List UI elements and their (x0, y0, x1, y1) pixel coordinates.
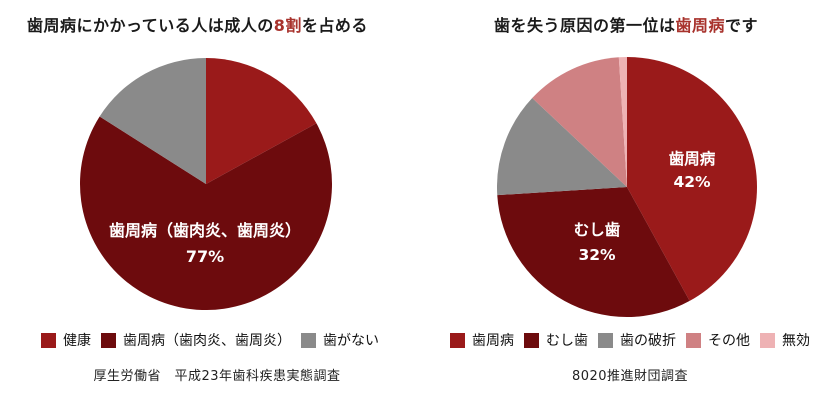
pie-data-label-line: 77% (185, 247, 225, 266)
legend-swatch-icon (101, 332, 116, 348)
legend-swatch-icon (41, 332, 56, 348)
legend-swatch-icon (760, 332, 775, 348)
legend: 歯周病 むし歯 歯の破折 その他 無効 (420, 330, 840, 350)
legend: 健康 歯周病（歯肉炎、歯周炎） 歯がない (0, 330, 420, 350)
pie (497, 57, 757, 317)
pie-slice (618, 57, 627, 187)
legend-label: むし歯 (546, 333, 588, 349)
pie-slice (80, 116, 332, 310)
legend-item: 歯周病 (450, 330, 514, 350)
pie-data-label-line: 歯周病 (668, 150, 716, 168)
legend-label: 歯がない (323, 333, 379, 349)
legend-item: むし歯 (524, 330, 588, 350)
pie-slice (99, 58, 206, 184)
title-text: 歯周病にかかっている人は成人の (27, 16, 274, 35)
pie-data-label-line: 42% (673, 173, 711, 191)
legend-swatch-icon (450, 332, 465, 348)
chart-title: 歯を失う原因の第一位は歯周病です (494, 12, 758, 36)
pie (80, 58, 332, 310)
legend-label: 歯の破折 (620, 333, 676, 349)
legend-label: その他 (708, 333, 750, 349)
pie-slice (497, 98, 627, 196)
title-text: を占める (301, 16, 368, 35)
source-caption: 8020推進財団調査 (571, 369, 689, 384)
pie-chart-periodontal-prevalence: 歯周病にかかっている人は成人の8割を占める 歯周病（歯肉炎、歯周炎） 77% 健康… (0, 12, 420, 384)
legend-item: 歯の破折 (598, 330, 676, 350)
legend-item: 無効 (760, 330, 810, 350)
source-caption: 厚生労働省 平成23年歯科疾患実態調査 (93, 369, 341, 384)
legend-label: 歯周病（歯肉炎、歯周炎） (123, 333, 291, 349)
legend-swatch-icon (686, 332, 701, 348)
pie-slice (627, 57, 757, 301)
title-text: です (725, 16, 759, 35)
legend-label: 健康 (63, 333, 91, 349)
title-highlight-text: 歯周病 (675, 16, 726, 35)
legend-item: 歯がない (301, 330, 379, 350)
pie-data-label: むし歯 32% (574, 218, 621, 268)
pie-slice (206, 58, 317, 184)
pie-slice (532, 57, 627, 187)
legend-label: 歯周病 (472, 333, 514, 349)
title-highlight-text: 8割 (273, 16, 302, 35)
legend-item: 歯周病（歯肉炎、歯周炎） (101, 330, 291, 350)
pie-data-label-line: 歯周病（歯肉炎、歯周炎） (108, 221, 302, 240)
title-text: 歯を失う原因の第一位は (494, 16, 676, 35)
pie-chart-tooth-loss-causes: 歯を失う原因の第一位は歯周病です 歯周病 42% むし歯 32% 歯周病 むし歯 歯の破折… (420, 0, 840, 400)
pie-data-label: 歯周病 42% (669, 148, 716, 194)
legend-item: 健康 (41, 330, 91, 350)
pie-slice (497, 187, 690, 317)
chart-title: 歯周病にかかっている人は成人の8割を占める (27, 12, 368, 36)
legend-label: 無効 (782, 333, 810, 349)
pie-data-label-line: むし歯 (573, 221, 621, 239)
pie-data-label-line: 32% (578, 246, 616, 264)
legend-swatch-icon (301, 332, 316, 348)
legend-swatch-icon (598, 332, 613, 348)
legend-swatch-icon (524, 332, 539, 348)
legend-item: その他 (686, 330, 750, 350)
pie-data-label: 歯周病（歯肉炎、歯周炎） 77% (109, 218, 301, 270)
